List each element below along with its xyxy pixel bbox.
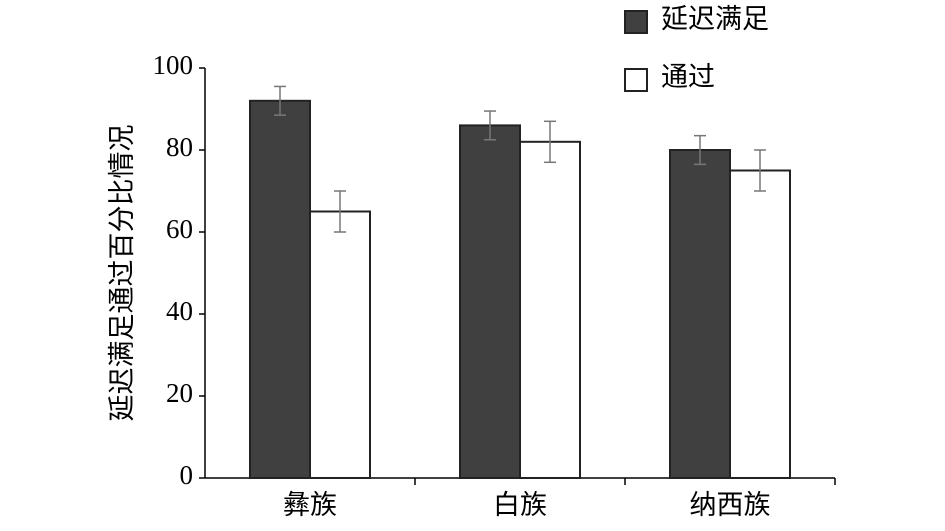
x-tick-label: 彝族 <box>283 490 337 520</box>
x-tick-label: 纳西族 <box>690 490 771 520</box>
bar <box>669 149 731 479</box>
bar <box>519 140 581 480</box>
legend-swatch <box>624 10 648 34</box>
bar <box>249 99 311 480</box>
bar <box>459 124 521 480</box>
legend-label: 延迟满足 <box>661 4 769 34</box>
y-axis-label: 延迟满足通过百分比情况 <box>107 125 137 422</box>
y-tick-label: 20 <box>166 378 193 408</box>
bar <box>309 210 371 479</box>
legend-swatch <box>624 68 648 92</box>
y-tick-label: 40 <box>166 296 193 326</box>
y-tick-label: 80 <box>166 132 193 162</box>
x-tick-label: 白族 <box>493 490 547 520</box>
y-tick-label: 0 <box>180 460 194 490</box>
bar <box>729 169 791 479</box>
legend-label: 通过 <box>661 62 715 92</box>
y-tick-label: 60 <box>166 214 193 244</box>
y-tick-label: 100 <box>153 50 194 80</box>
